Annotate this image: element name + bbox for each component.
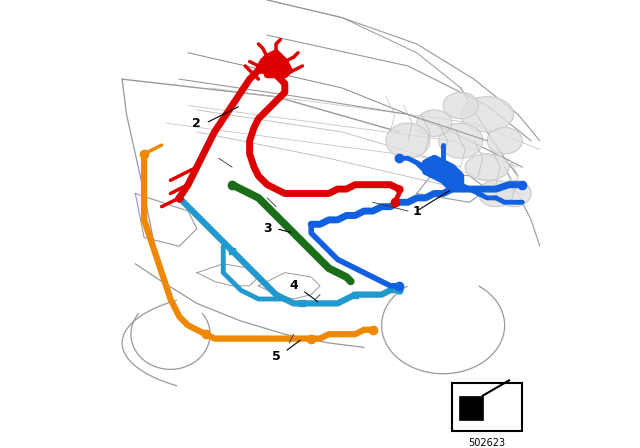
Polygon shape [426,158,461,189]
Polygon shape [259,53,289,75]
Polygon shape [443,92,478,119]
Polygon shape [478,180,513,207]
Polygon shape [417,110,452,136]
Polygon shape [487,128,522,154]
Text: 2: 2 [193,116,201,129]
Text: 5: 5 [271,350,280,363]
Polygon shape [386,123,430,158]
Polygon shape [439,123,483,158]
Text: 502623: 502623 [468,438,506,448]
Text: 1: 1 [412,205,421,218]
Text: 3: 3 [263,222,271,235]
Polygon shape [496,180,531,207]
Text: 4: 4 [289,279,298,293]
Polygon shape [465,154,509,180]
Bar [458,396,483,420]
Bar [452,383,522,431]
Polygon shape [461,97,513,132]
